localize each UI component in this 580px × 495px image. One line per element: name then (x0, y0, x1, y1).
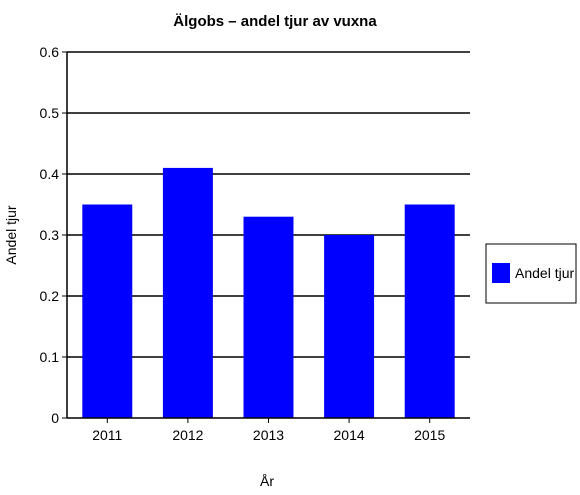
y-tick-label: 0.4 (40, 166, 60, 182)
bar (82, 204, 133, 418)
bar (243, 216, 294, 418)
x-axis-ticks: 2011 2012 2013 2014 2015 (92, 418, 445, 443)
x-tick-label: 2012 (172, 427, 203, 443)
y-tick-label: 0.6 (40, 44, 60, 60)
y-axis-ticks: 0 0.1 0.2 0.3 0.4 0.5 0.6 (40, 44, 67, 426)
y-axis-label: Andel tjur (3, 205, 19, 264)
x-tick-label: 2011 (92, 427, 122, 443)
bar (324, 235, 375, 418)
legend-label: Andel tjur (515, 265, 574, 281)
bar (404, 204, 455, 418)
y-tick-label: 0.2 (40, 288, 60, 304)
bar-group (82, 167, 455, 418)
x-tick-label: 2014 (334, 427, 365, 443)
x-axis-label: År (260, 473, 274, 489)
y-tick-label: 0.5 (40, 105, 60, 121)
chart-title: Älgobs – andel tjur av vuxna (173, 13, 377, 30)
y-tick-label: 0.3 (40, 227, 60, 243)
y-tick-label: 0 (51, 410, 59, 426)
x-tick-label: 2013 (253, 427, 284, 443)
y-tick-label: 0.1 (40, 349, 60, 365)
x-tick-label: 2015 (414, 427, 445, 443)
bar (162, 167, 213, 418)
legend-swatch (492, 263, 510, 283)
legend: Andel tjur (485, 243, 577, 304)
